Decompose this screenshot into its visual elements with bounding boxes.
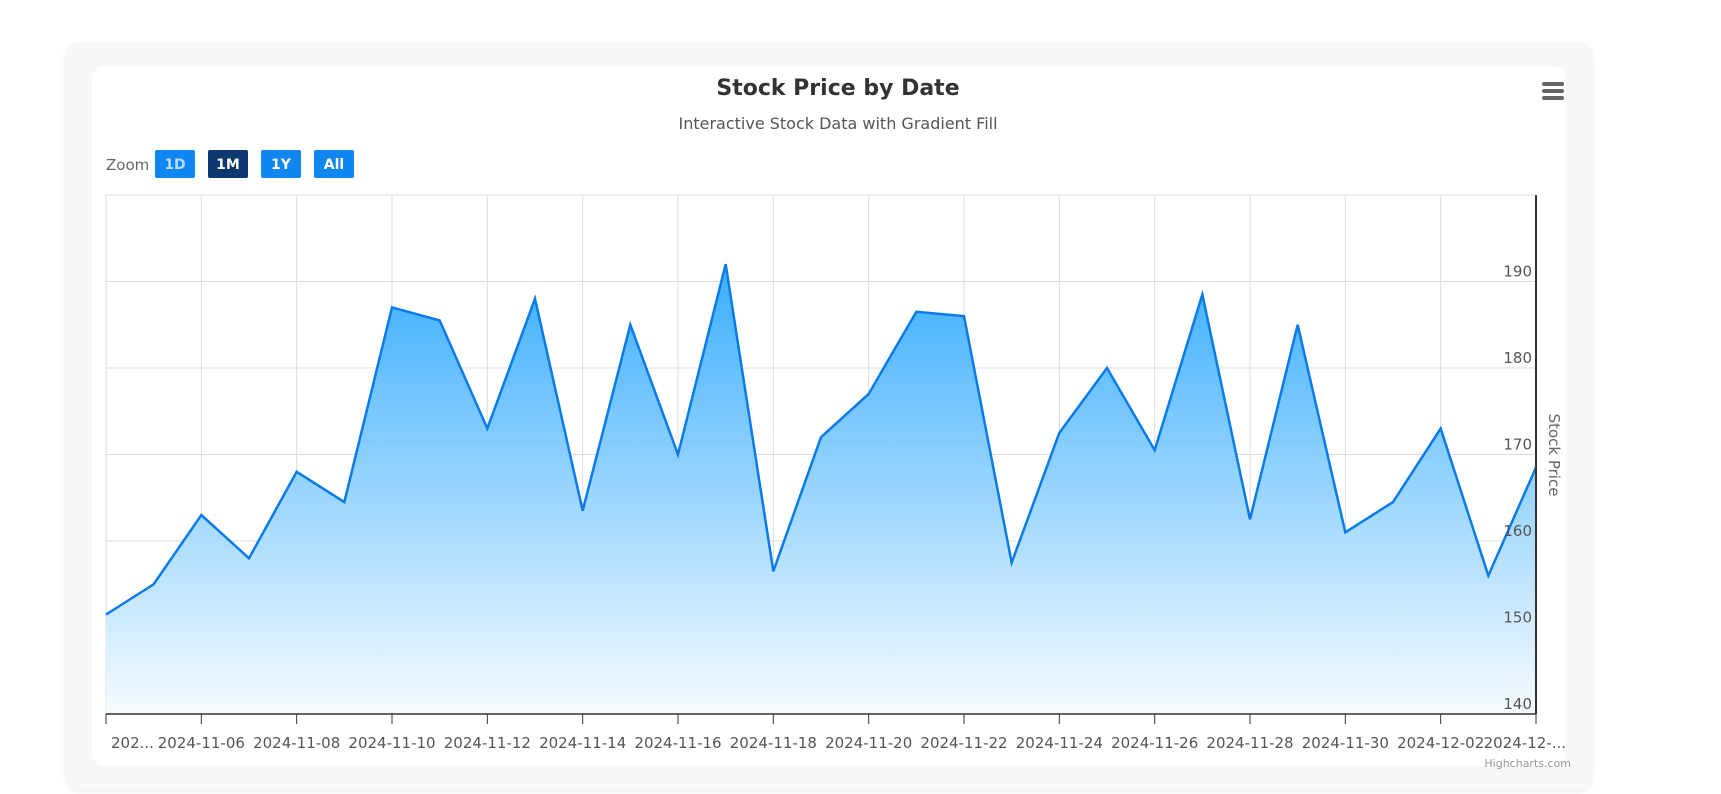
data-point[interactable] (1151, 446, 1159, 454)
x-tick-label: 2024-11-30 (1302, 734, 1389, 752)
data-point[interactable] (340, 498, 348, 506)
x-tick-label: 2024-11-12 (444, 734, 531, 752)
credits-link[interactable]: Highcharts.com (1484, 757, 1571, 770)
x-tick-label: 2024-11-28 (1206, 734, 1293, 752)
y-axis-title: Stock Price (1545, 414, 1563, 497)
y-tick-label: 140 (1503, 695, 1532, 713)
y-tick-label: 160 (1503, 522, 1532, 540)
data-point[interactable] (912, 308, 920, 316)
data-point[interactable] (531, 295, 539, 303)
data-point[interactable] (626, 321, 634, 329)
y-tick-label: 170 (1503, 436, 1532, 454)
data-point[interactable] (1389, 498, 1397, 506)
data-point[interactable] (1103, 364, 1111, 372)
data-point[interactable] (674, 451, 682, 459)
data-point[interactable] (388, 303, 396, 311)
data-point[interactable] (293, 468, 301, 476)
zoom-buttons: 1D 1M 1Y All (155, 150, 354, 178)
axes (106, 195, 1537, 715)
x-tick-label: 2024-11-06 (158, 734, 245, 752)
x-axis-ticks: 202... 2024-11-06 2024-11-08 2024-11-10 2024… (105, 714, 1566, 752)
chart-subtitle: Interactive Stock Data with Gradient Fil… (678, 114, 997, 133)
y-axis-ticks: 140 150 160 170 180 190 (1503, 263, 1532, 714)
hamburger-menu-icon (1542, 82, 1564, 100)
x-tick-label: 2024-11-14 (539, 734, 626, 752)
x-tick-label: 2024-11-20 (825, 734, 912, 752)
x-tick-label: 2024-11-22 (920, 734, 1007, 752)
area-fill (106, 264, 1536, 714)
data-point[interactable] (102, 611, 110, 619)
x-tick-label: 2024-11-26 (1111, 734, 1198, 752)
data-point[interactable] (1008, 559, 1016, 567)
zoom-button-all[interactable]: All (314, 150, 354, 178)
zoom-button-label: 1M (216, 157, 240, 173)
series-line (105, 263, 1538, 616)
zoom-button-label: All (324, 157, 344, 173)
x-tick-label: 2024-11-18 (730, 734, 817, 752)
zoom-button-1d[interactable]: 1D (155, 150, 195, 178)
data-point[interactable] (1484, 572, 1492, 580)
data-point[interactable] (245, 554, 253, 562)
y-tick-label: 150 (1503, 609, 1532, 627)
data-point[interactable] (1198, 290, 1206, 298)
zoom-button-1m[interactable]: 1M (208, 150, 248, 178)
zoom-button-label: 1D (164, 157, 185, 173)
x-tick-label: 2024-12-... (1484, 734, 1566, 752)
x-tick-label: 2024-11-08 (253, 734, 340, 752)
data-point[interactable] (436, 316, 444, 324)
x-tick-label: 2024-11-16 (634, 734, 721, 752)
data-point[interactable] (483, 425, 491, 433)
x-tick-label: 202... (111, 734, 154, 752)
chart-title: Stock Price by Date (716, 76, 959, 101)
zoom-button-label: 1Y (271, 157, 292, 173)
data-point[interactable] (579, 507, 587, 515)
data-point[interactable] (769, 567, 777, 575)
data-point[interactable] (197, 511, 205, 519)
data-point[interactable] (817, 433, 825, 441)
data-point[interactable] (1294, 321, 1302, 329)
data-point[interactable] (1437, 425, 1445, 433)
zoom-label: Zoom (106, 156, 149, 174)
menu-button[interactable] (1540, 78, 1574, 104)
data-point[interactable] (1341, 528, 1349, 536)
zoom-button-1y[interactable]: 1Y (261, 150, 301, 178)
data-point[interactable] (150, 580, 158, 588)
y-tick-label: 190 (1503, 263, 1532, 281)
data-point[interactable] (865, 390, 873, 398)
x-tick-label: 2024-12-02 (1397, 734, 1484, 752)
x-tick-label: 2024-11-10 (348, 734, 435, 752)
x-tick-label: 2024-11-24 (1016, 734, 1103, 752)
data-point[interactable] (1246, 515, 1254, 523)
y-tick-label: 180 (1503, 349, 1532, 367)
data-point[interactable] (1055, 429, 1063, 437)
data-point[interactable] (960, 312, 968, 320)
data-point[interactable] (722, 260, 730, 268)
